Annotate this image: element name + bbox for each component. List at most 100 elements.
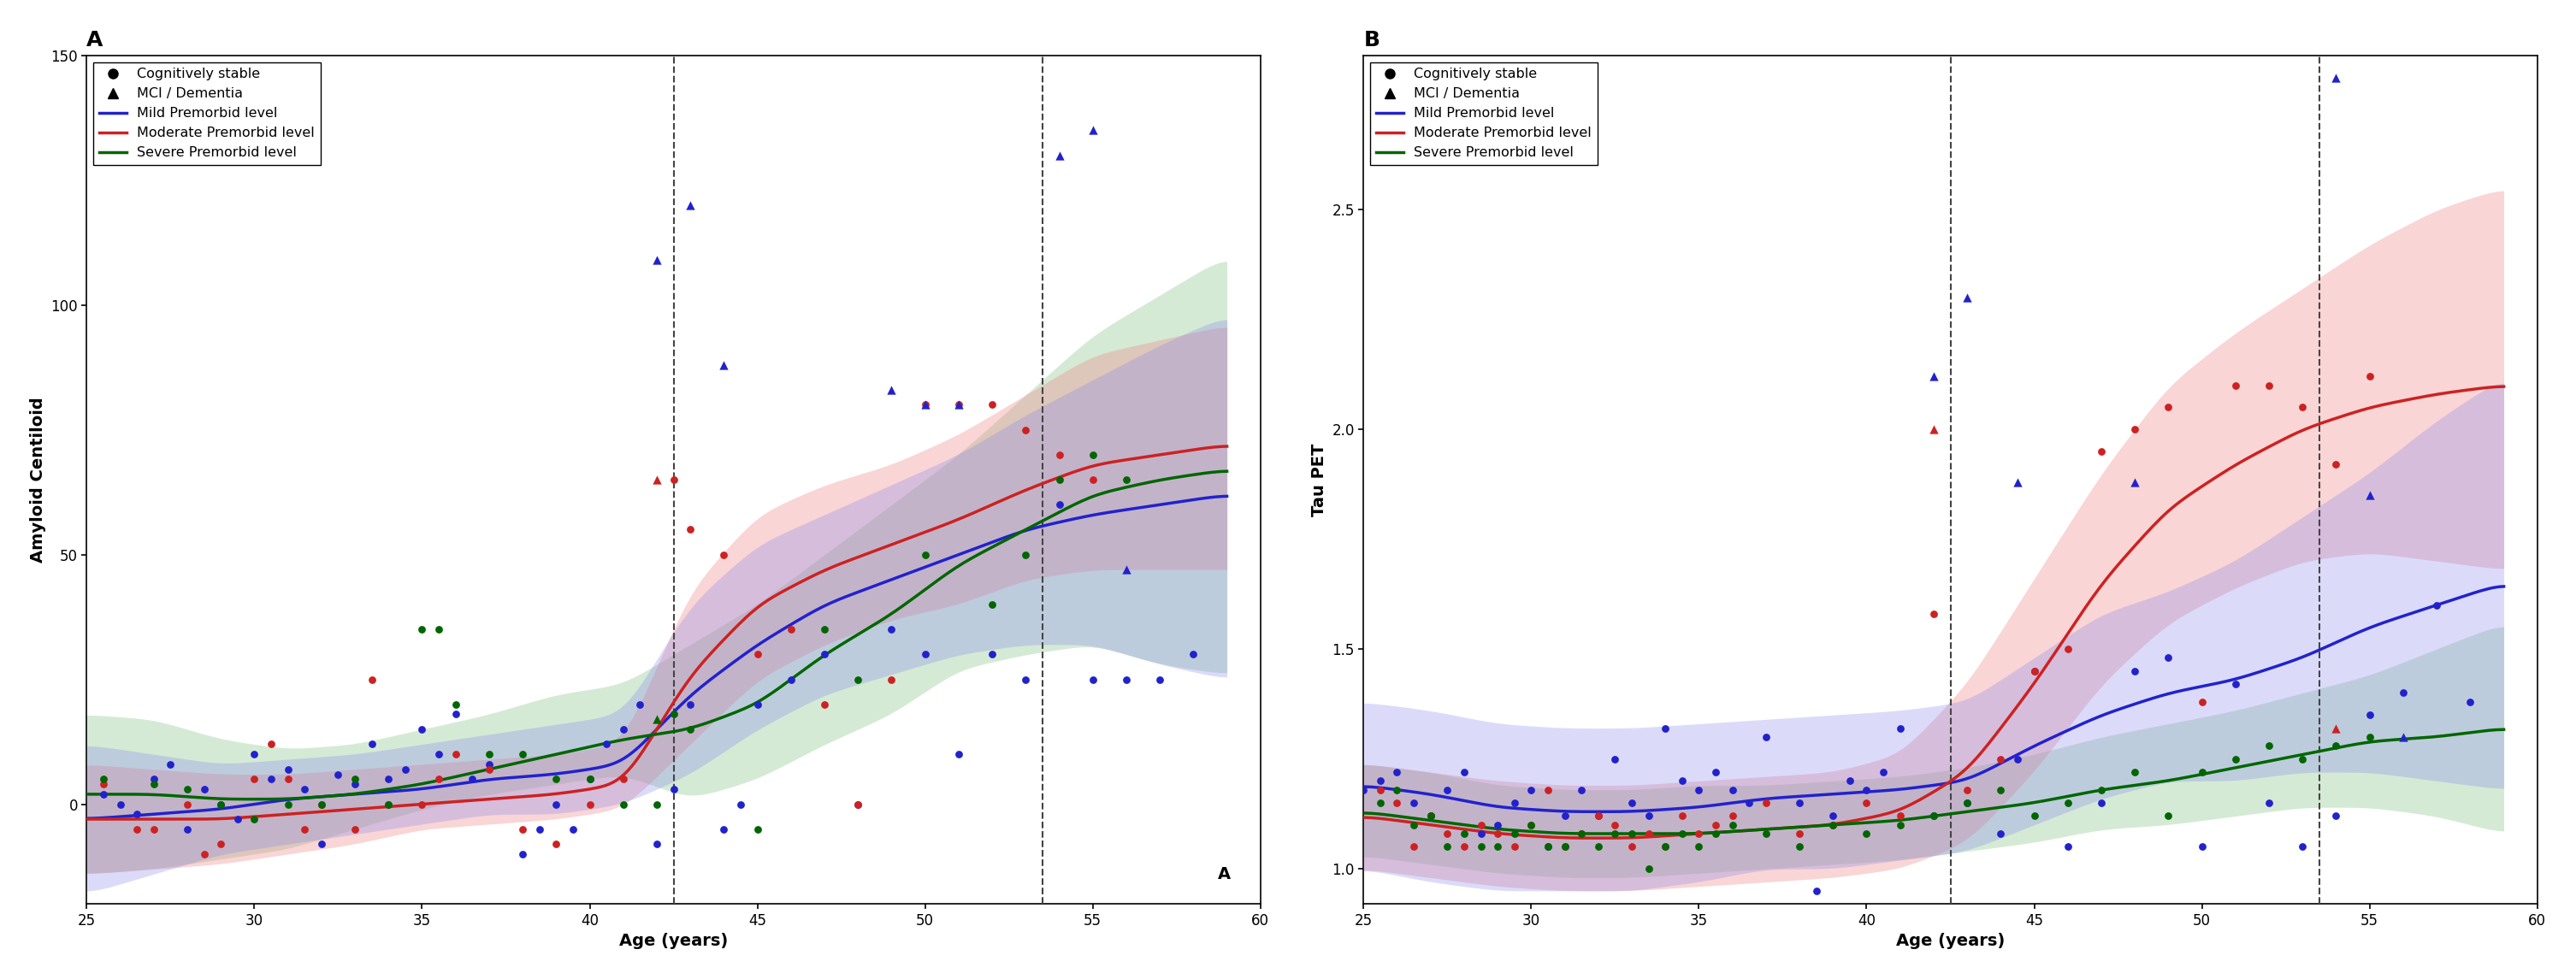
Point [183,781,224,797]
Point [721,796,762,812]
Point [283,821,325,837]
Point [603,771,644,787]
Point [2115,474,2156,490]
Point [1561,826,1602,842]
Legend: Cognitively stable, MCI / Dementia, Mild Premorbid level, Moderate Premorbid lev: Cognitively stable, MCI / Dementia, Mild… [93,63,319,164]
Point [1561,782,1602,798]
Point [2115,765,2156,780]
Point [2148,650,2190,666]
Point [1494,826,1535,842]
Point [703,821,744,837]
Point [2182,765,2223,780]
Point [1461,817,1502,833]
Point [871,672,912,687]
Point [652,472,693,488]
Point [1947,795,1989,811]
Point [971,596,1012,612]
Point [536,836,577,852]
Point [2148,399,2190,415]
Point [971,397,1012,413]
X-axis label: Age (years): Age (years) [1896,933,2004,950]
Point [670,722,711,737]
Point [904,646,945,662]
Point [502,746,544,762]
Point [2048,641,2089,657]
Point [502,846,544,862]
Point [402,796,443,812]
Point [1005,422,1046,438]
Point [301,796,343,812]
Point [1038,148,1079,163]
Point [1662,809,1703,824]
Point [603,722,644,737]
Point [1427,826,1468,842]
Point [1814,817,1855,833]
Point [2182,694,2223,710]
Point [1427,839,1468,855]
Point [2383,729,2424,745]
Point [234,812,276,827]
Point [1510,817,1551,833]
Point [116,821,157,837]
Point [2282,751,2324,767]
Point [1628,861,1669,876]
Point [402,722,443,737]
Point [201,796,242,812]
Point [1780,839,1821,855]
Point [1394,839,1435,855]
Point [1914,809,1955,824]
Point [1461,839,1502,855]
Point [469,762,510,777]
Point [350,672,392,687]
Point [670,522,711,537]
Point [1360,773,1401,789]
Point [1643,721,1685,736]
Point [938,397,979,413]
Point [350,736,392,752]
Point [149,757,191,772]
Point [837,796,878,812]
Point [1376,782,1417,798]
Point [2249,738,2290,754]
Point [1476,826,1517,842]
Point [1610,839,1651,855]
Point [1814,809,1855,824]
Point [1543,809,1584,824]
Point [1427,782,1468,798]
Point [1814,817,1855,833]
Y-axis label: Tau PET: Tau PET [1311,443,1327,516]
Point [518,821,559,837]
Legend: Cognitively stable, MCI / Dementia, Mild Premorbid level, Moderate Premorbid lev: Cognitively stable, MCI / Dementia, Mild… [1370,63,1597,164]
Point [1628,826,1669,842]
Point [737,696,778,712]
Point [2048,839,2089,855]
Point [1528,839,1569,855]
Point [201,796,242,812]
Point [1561,826,1602,842]
Point [1394,817,1435,833]
Point [2081,443,2123,459]
Point [636,472,677,488]
Point [1662,826,1703,842]
Point [335,771,376,787]
Point [1494,795,1535,811]
Point [1409,809,1450,824]
Point [417,771,459,787]
Point [1914,368,1955,384]
Point [1360,782,1401,798]
Point [368,771,410,787]
Point [837,672,878,687]
Point [2349,488,2391,503]
Point [317,767,358,782]
Point [283,781,325,797]
Point [618,696,659,712]
Point [1996,751,2038,767]
Point [2048,795,2089,811]
Point [301,836,343,852]
Point [2450,694,2491,710]
Point [1595,817,1636,833]
Point [585,736,626,752]
Point [1713,782,1754,798]
Point [1376,795,1417,811]
Point [1038,497,1079,513]
